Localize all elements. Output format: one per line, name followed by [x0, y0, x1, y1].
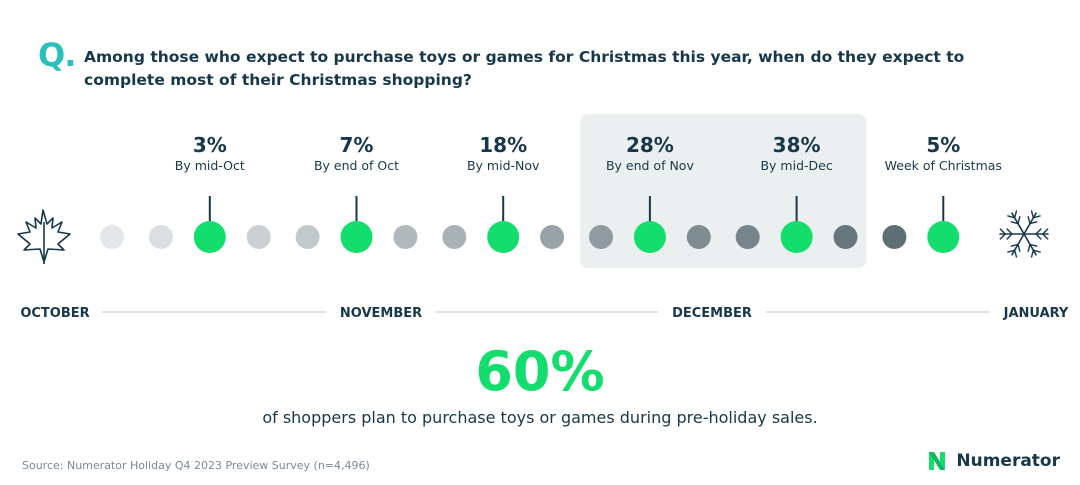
milestone-dot — [487, 221, 520, 253]
milestone-dot — [633, 221, 666, 253]
percent-label: 7% — [340, 133, 374, 157]
timeline-dot — [393, 225, 418, 249]
timeline-chart: 3%By mid-Oct 7%By end of Oct 18%By mid-Nov… — [17, 114, 1069, 321]
timeline-dot — [833, 225, 858, 249]
month-label: OCTOBER — [20, 306, 89, 321]
month-label: JANUARY — [1003, 306, 1069, 321]
milestone-dot — [780, 221, 813, 253]
period-label: By mid-Dec — [760, 158, 832, 173]
timeline-dot — [295, 225, 320, 249]
percent-label: 3% — [193, 133, 227, 157]
period-label: By end of Nov — [606, 158, 694, 173]
timeline-dot — [882, 225, 907, 249]
milestone-dot — [193, 221, 226, 253]
timeline-dot — [735, 225, 760, 249]
numerator-logo-icon — [929, 452, 946, 470]
period-label: By end of Oct — [314, 158, 399, 173]
timeline-dot — [100, 225, 124, 249]
timeline-dot — [686, 225, 711, 249]
headline-description: of shoppers plan to purchase toys or gam… — [262, 408, 818, 427]
timeline-dot — [442, 225, 467, 249]
timeline-dot — [148, 225, 173, 249]
maple-leaf-icon — [17, 209, 71, 264]
question-mark: Q. — [38, 36, 76, 74]
source-note: Source: Numerator Holiday Q4 2023 Previe… — [22, 459, 370, 472]
percent-label: 18% — [479, 133, 527, 157]
milestone-dot — [927, 221, 960, 253]
brand-logo: Numerator — [926, 450, 1060, 472]
milestone-dot — [340, 221, 373, 253]
timeline-dot — [540, 225, 565, 249]
timeline-dot — [589, 225, 613, 249]
snowflake-icon — [999, 210, 1049, 258]
period-label: By mid-Oct — [175, 158, 245, 173]
period-label: By mid-Nov — [467, 158, 540, 173]
brand-name: Numerator — [956, 451, 1060, 471]
percent-label: 28% — [626, 133, 674, 157]
highlight-panel — [579, 114, 867, 268]
headline-stat: 60% — [475, 340, 605, 403]
month-label: DECEMBER — [672, 306, 752, 321]
percent-label: 38% — [773, 133, 821, 157]
period-label: Week of Christmas — [885, 158, 1002, 173]
question-text: Among those who expect to purchase toys … — [84, 48, 965, 89]
timeline-dot — [246, 225, 271, 249]
month-label: NOVEMBER — [340, 306, 422, 321]
percent-label: 5% — [926, 133, 960, 157]
